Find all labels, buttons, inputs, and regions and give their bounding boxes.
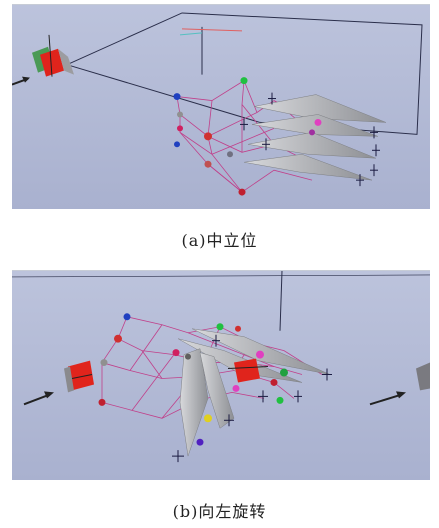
cube-marker-left: [64, 360, 94, 393]
arrow-icon: [12, 76, 30, 86]
cross-markers: [240, 92, 380, 187]
cube-marker-right: [416, 362, 430, 391]
scene-3d-neutral: [12, 5, 430, 209]
caption-rotate-left: (b)向左旋转: [172, 502, 267, 521]
arrow-icon: [369, 391, 406, 406]
frame-line-vertical: [279, 271, 283, 331]
wireframe-frame: [66, 12, 423, 135]
fin-shapes: [243, 94, 387, 181]
marker-spheres: [98, 313, 288, 446]
cube-marker: [32, 34, 74, 77]
axis-line-cyan: [179, 32, 203, 36]
cross-markers: [172, 334, 332, 463]
frame-line-top: [12, 274, 430, 278]
caption-neutral-position: (a)中立位: [181, 231, 258, 250]
arrow-icon: [23, 391, 54, 406]
marker-spheres: [173, 77, 322, 196]
axis-line-red: [181, 28, 243, 32]
cube-marker-center: [227, 358, 269, 383]
panel-rotate-left: [12, 270, 430, 480]
scene-3d-rotate-left: [12, 271, 430, 480]
panel-neutral-position: [12, 4, 430, 209]
